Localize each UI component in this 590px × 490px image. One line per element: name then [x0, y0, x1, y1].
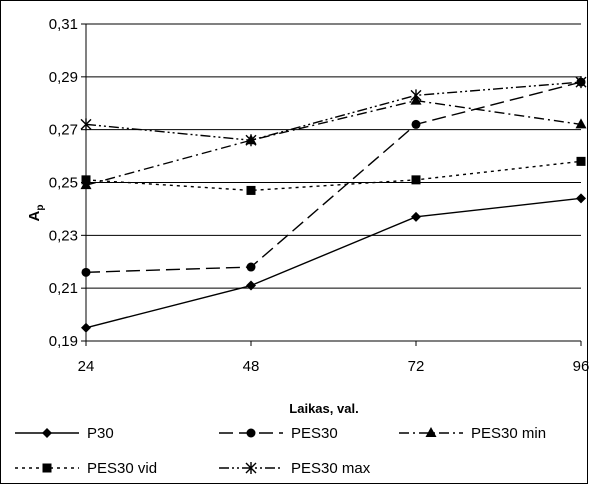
gridlines	[86, 23, 581, 342]
legend-label: PES30 max	[291, 460, 371, 477]
x-tick-label: 24	[78, 358, 95, 375]
data-point-marker	[576, 193, 586, 204]
legend-label: P30	[87, 425, 114, 442]
series-pes30-max	[80, 76, 587, 147]
legend-item: PES30	[219, 425, 338, 442]
data-point-marker	[411, 211, 421, 222]
y-tick-label: 0,29	[49, 69, 78, 86]
data-point-marker	[81, 322, 91, 333]
legend-marker	[245, 462, 257, 474]
x-tick-label: 72	[408, 358, 425, 375]
data-point-marker	[246, 262, 256, 272]
legend-marker	[425, 427, 437, 437]
series-layer	[80, 76, 587, 333]
data-point-marker	[80, 118, 92, 131]
series-line	[85, 160, 582, 192]
legend-item: PES30 min	[399, 425, 546, 442]
y-tick-label: 0,23	[49, 227, 78, 244]
y-tick-label: 0,31	[49, 16, 78, 33]
series-pes30-min	[80, 94, 587, 190]
series-line	[85, 99, 582, 186]
y-tick-label: 0,19	[49, 333, 78, 350]
y-tick-label: 0,27	[49, 122, 78, 139]
legend-item: PES30 vid	[15, 460, 157, 477]
svg-text:Ap: Ap	[26, 205, 46, 222]
series-line	[85, 81, 582, 141]
legend-item: P30	[15, 425, 114, 442]
series-line	[85, 197, 582, 329]
x-tick-label: 96	[573, 358, 589, 375]
data-point-marker	[81, 267, 91, 277]
series-pes30	[81, 77, 586, 277]
data-point-marker	[245, 134, 257, 147]
data-point-marker	[411, 119, 421, 129]
data-point-marker	[81, 175, 91, 185]
series-pes30-vid	[81, 156, 586, 195]
axes: 0,19 0,21 0,23 0,25 0,27 0,29 0,31 24 48 72 96	[49, 16, 590, 375]
legend-marker	[246, 428, 256, 438]
data-point-marker	[576, 156, 586, 166]
data-point-marker	[411, 175, 421, 185]
data-point-marker	[410, 89, 422, 102]
data-point-marker	[575, 118, 587, 129]
x-tick-label: 48	[243, 358, 260, 375]
series-p30	[81, 193, 586, 333]
y-tick-label: 0,25	[49, 175, 78, 192]
y-axis-label: Ap	[26, 205, 46, 222]
legend-item: PES30 max	[219, 460, 371, 477]
data-point-marker	[575, 76, 587, 89]
x-axis-label: Laikas, val.	[289, 401, 358, 416]
y-tick-label: 0,21	[49, 280, 78, 297]
legend-marker	[42, 428, 52, 438]
data-point-marker	[246, 280, 256, 291]
y-axis-label-sub: p	[35, 205, 46, 211]
legend-marker	[42, 463, 52, 473]
series-line	[85, 81, 582, 274]
data-point-marker	[246, 185, 256, 195]
legend-label: PES30 min	[471, 425, 546, 442]
legend-label: PES30 vid	[87, 460, 157, 477]
legend: P30 PES30 PES30 min PES30 vid PES30 max	[15, 425, 546, 477]
legend-label: PES30	[291, 425, 338, 442]
y-axis-label-main: A	[26, 210, 43, 221]
